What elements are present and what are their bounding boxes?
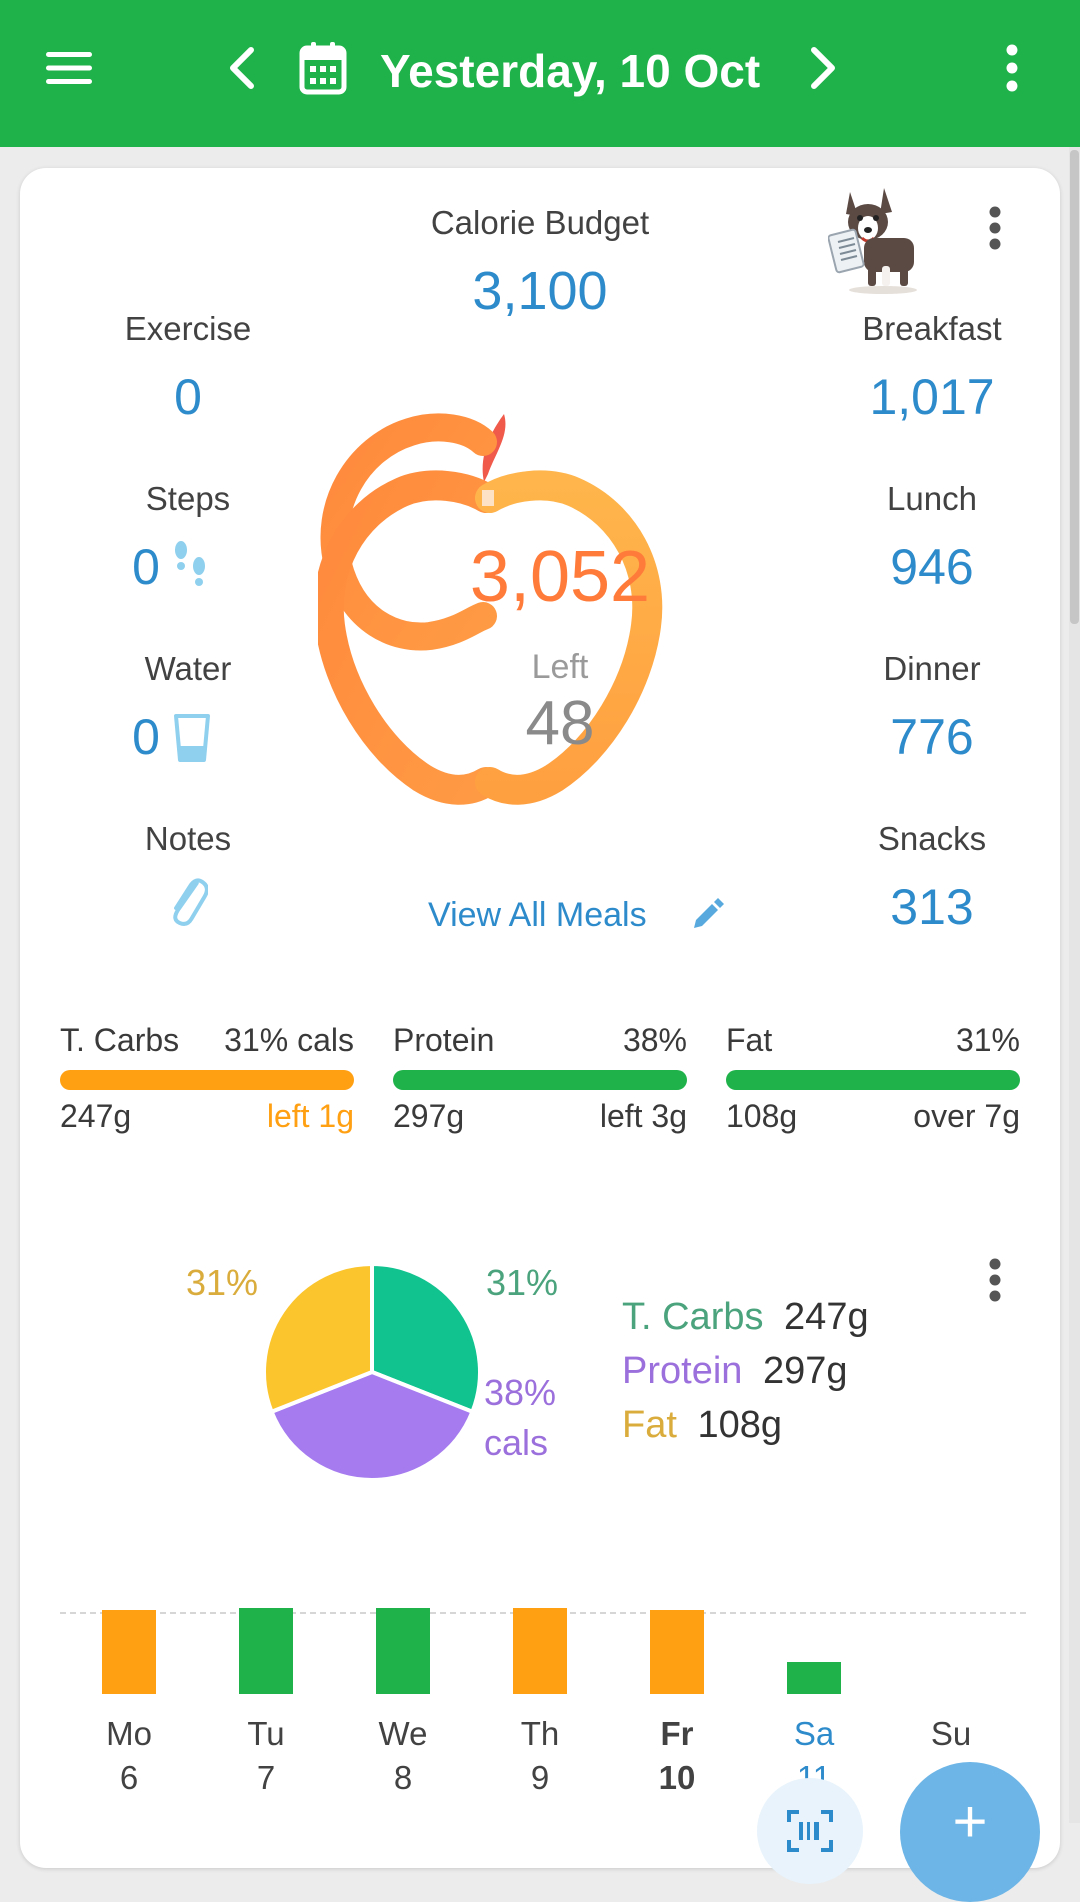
day-name-su[interactable]: Su [930,1715,972,1752]
snacks-label: Snacks [877,820,987,857]
day-number-th: 9 [530,1759,550,1796]
day-name-mo[interactable]: Mo [106,1715,152,1752]
water-glass-icon [174,714,210,762]
scrollbar-thumb[interactable] [1070,150,1079,624]
pie-label-carbs: 31% [486,1262,559,1303]
day-name-tu[interactable]: Tu [247,1715,285,1752]
day-name-we[interactable]: We [378,1715,428,1752]
weekly-chart: Mo6Tu7We8Th9Fr10Sa11Su [20,168,1060,1868]
day-number-we: 8 [393,1759,413,1796]
left-label: Left [531,648,589,686]
calorie-budget-value[interactable]: 3,100 [472,261,608,321]
day-bar-tu[interactable] [239,1608,293,1694]
day-name-fr[interactable]: Fr [660,1715,694,1752]
day-name-th[interactable]: Th [520,1715,560,1752]
pie-slice-protein [268,1369,476,1482]
view-all-meals-link[interactable]: View All Meals [428,896,647,934]
day-bar-sa[interactable] [787,1662,841,1694]
date-title[interactable]: Yesterday, 10 Oct [380,45,761,97]
macro-percent: 38% [622,1022,687,1058]
breakfast-value[interactable]: 1,017 [869,369,995,425]
macro-name: T. Carbs [60,1022,180,1058]
calendar-icon[interactable] [298,40,348,96]
calories-eaten-value: 3,052 [469,537,651,617]
legend-grams: 247g [784,1296,869,1338]
dinner-value[interactable]: 776 [890,709,974,765]
macro-status: left 1g [266,1098,354,1134]
summary-card: Calorie Budget 3,100 Exercise 0 Steps 0 … [20,168,1060,1868]
breakfast-label: Breakfast [862,310,1002,347]
day-name-sa[interactable]: Sa [793,1715,835,1752]
macro-grams: 297g [393,1098,465,1134]
macro-protein[interactable]: Protein 38% 297g left 3g [393,1022,687,1134]
snacks-value[interactable]: 313 [890,879,974,935]
legend-grams: 108g [697,1404,783,1446]
pie-label-protein: 38% [484,1372,557,1413]
macro-progress-bar [726,1070,1020,1090]
day-number-mo: 6 [119,1759,139,1796]
day-bar-mo[interactable] [102,1610,156,1694]
day-number-fr: 10 [658,1759,696,1796]
chevron-right-icon[interactable] [804,46,840,90]
calories-left-value: 48 [525,689,595,758]
steps-label: Steps [145,480,231,517]
water-label: Water [144,650,232,687]
chevron-left-icon[interactable] [225,46,261,90]
pie-slice-fat [262,1261,374,1415]
notes-label: Notes [144,820,232,857]
pie-label-cals: cals [484,1422,549,1463]
footsteps-icon [175,541,205,586]
card-more-icon[interactable] [985,206,1005,250]
barcode-scan-icon [787,1810,833,1852]
legend-name: Protein [622,1350,743,1392]
add-food-button[interactable]: + [900,1762,1040,1902]
dinner-label: Dinner [883,650,981,687]
macro-fat[interactable]: Fat 31% 108g over 7g [726,1022,1020,1134]
day-bar-we[interactable] [376,1608,430,1694]
dog-mascot-icon [828,188,917,294]
scrollbar-track[interactable] [1069,147,1080,1823]
pie-slice-t-carbs [370,1261,482,1415]
menu-icon[interactable] [44,50,94,86]
macro-grams: 247g [60,1098,132,1134]
edit-pencil-icon[interactable] [690,898,724,932]
day-bar-th[interactable] [513,1608,567,1694]
exercise-value[interactable]: 0 [174,369,202,425]
pie-more-icon[interactable] [985,1258,1005,1302]
day-number-tu: 7 [256,1759,276,1796]
macro-pie-chart[interactable] [260,1260,484,1484]
macro-progress-bar [60,1070,354,1090]
macro-grams: 108g [726,1098,798,1134]
macro-carbs[interactable]: T. Carbs 31% cals 247g left 1g [60,1022,354,1134]
calorie-apple-ring[interactable] [318,368,788,828]
macro-name: Protein [393,1022,495,1058]
lunch-label: Lunch [887,480,977,517]
app-bar: Yesterday, 10 Oct [0,0,1080,147]
macro-percent: 31% [955,1022,1020,1058]
legend-protein: Protein 297g [622,1350,848,1393]
legend-grams: 297g [762,1350,848,1392]
paperclip-icon[interactable] [168,868,208,930]
macro-percent: 31% cals [224,1022,354,1058]
legend-name: T. Carbs [622,1296,764,1338]
scan-button[interactable] [757,1778,863,1884]
macro-progress-bar [393,1070,687,1090]
legend-name: Fat [622,1404,677,1446]
calorie-budget-label: Calorie Budget [430,204,650,241]
day-bar-fr[interactable] [650,1610,704,1694]
water-value[interactable]: 0 [132,709,160,765]
macro-name: Fat [726,1022,773,1058]
lunch-value[interactable]: 946 [890,539,974,595]
more-vert-icon[interactable] [1000,44,1024,92]
steps-value[interactable]: 0 [132,539,160,595]
legend-fat: Fat 108g [622,1404,782,1447]
macro-status: over 7g [913,1098,1020,1134]
pie-label-fat: 31% [186,1262,259,1303]
exercise-label: Exercise [124,310,252,347]
legend-carbs: T. Carbs 247g [622,1296,869,1339]
macro-status: left 3g [599,1098,687,1134]
